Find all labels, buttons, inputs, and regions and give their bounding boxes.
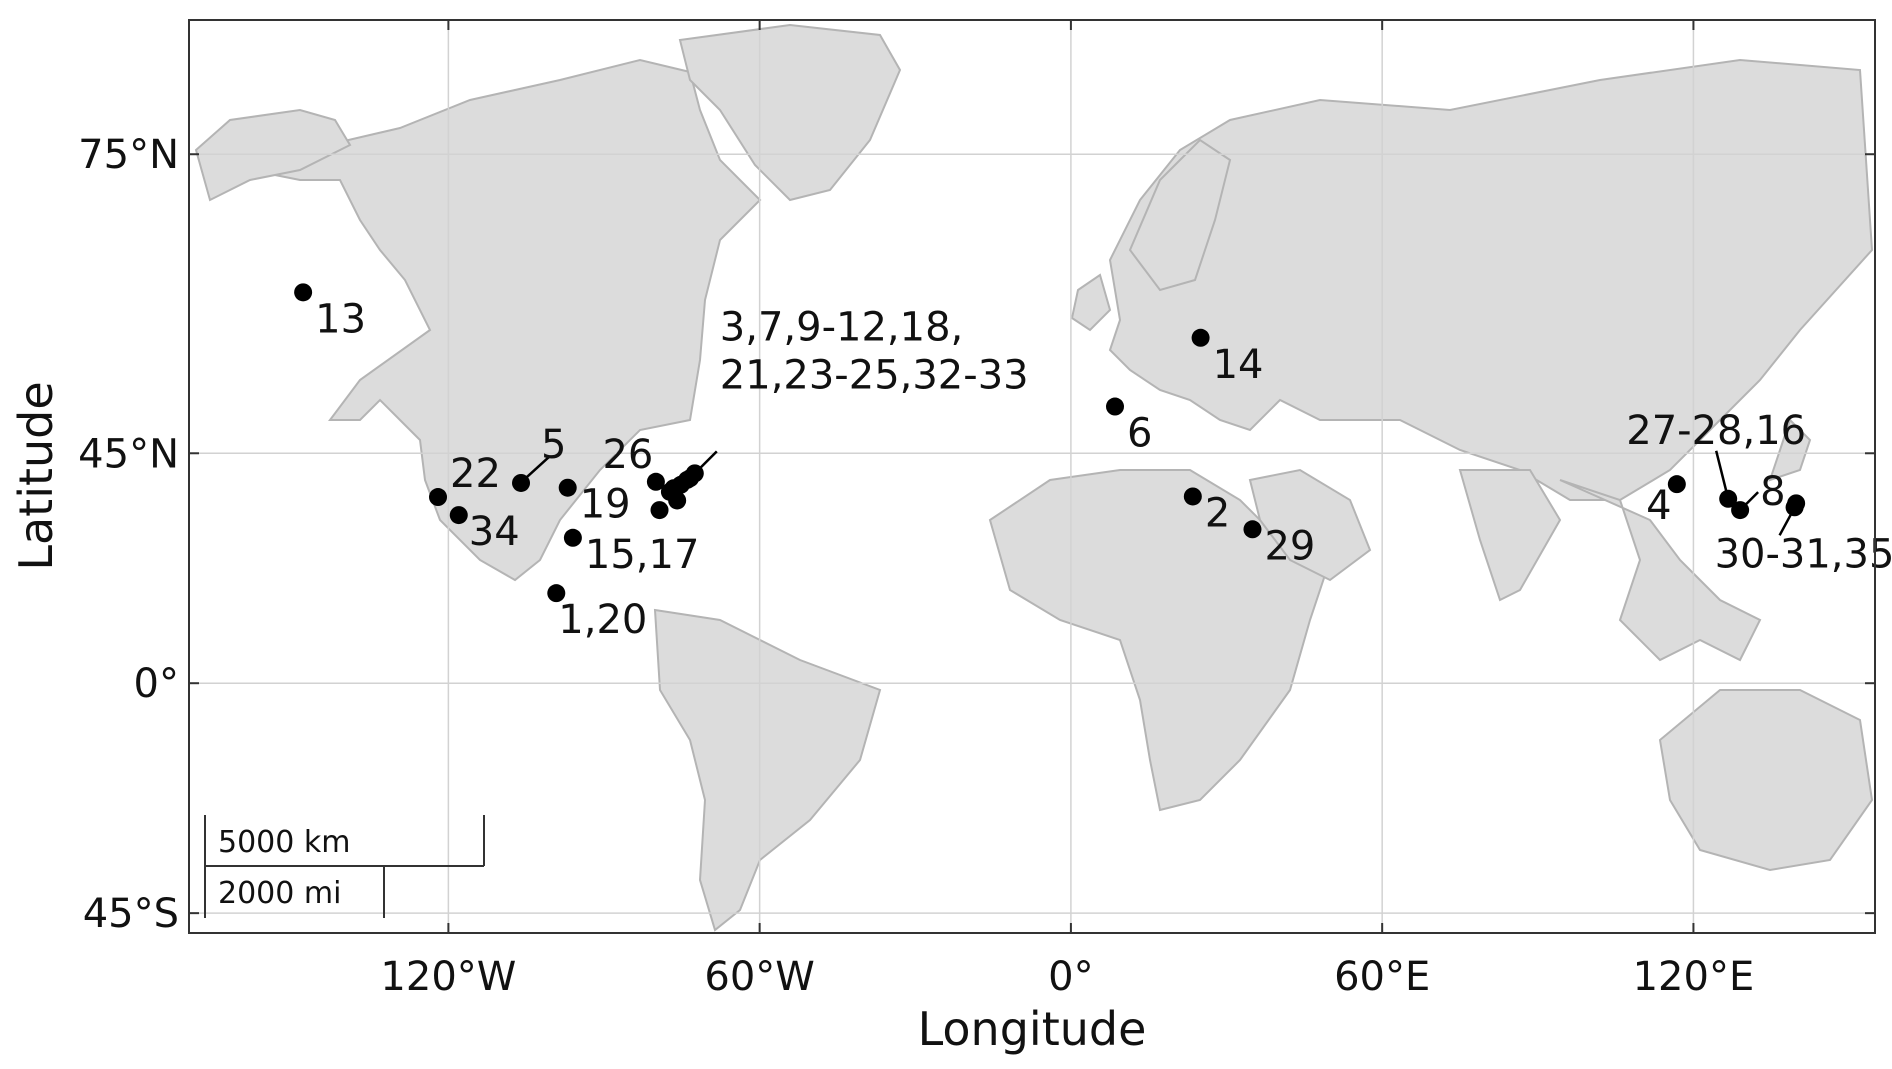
- site-label: 15,17: [585, 532, 700, 578]
- site-label: 4: [1646, 483, 1671, 529]
- site-label-line: 21,23-25,32-33: [720, 352, 1029, 398]
- site-label: 3,7,9-12,18, 21,23-25,32-33: [720, 304, 1029, 398]
- site-marker: [681, 469, 700, 488]
- site-label: 19: [580, 482, 631, 528]
- x-axis-ticks: 120°W 60°W 0° 60°E 120°E: [380, 20, 1754, 1000]
- site-label: 34: [469, 509, 520, 555]
- site-label: 6: [1127, 411, 1152, 457]
- site-label-line: 2: [1205, 490, 1230, 536]
- australia-landmass: [1658, 689, 1874, 872]
- y-axis-ticks: 75°N 45°N 0° 45°S: [78, 132, 1875, 937]
- site-marker: [1191, 328, 1210, 347]
- y-tick-label-1: 45°N: [78, 431, 179, 477]
- site-marker: [646, 472, 665, 491]
- scale-bar-imperial-label: 2000 mi: [218, 876, 341, 911]
- site-label-line: 13: [315, 296, 366, 342]
- x-axis-title: Longitude: [918, 1002, 1147, 1056]
- site-label-line: 6: [1127, 411, 1152, 457]
- site-label-line: 29: [1264, 523, 1315, 569]
- site-label-line: 22: [450, 451, 501, 497]
- land-masses: [194, 23, 1874, 932]
- site-label-line: 5: [541, 422, 566, 468]
- india-landmass: [1458, 469, 1562, 602]
- site-marker: [1243, 520, 1262, 539]
- site-markers: [294, 283, 1806, 603]
- y-tick-label-0: 75°N: [78, 132, 179, 178]
- site-marker: [1106, 397, 1125, 416]
- site-leader-line: [1778, 510, 1794, 536]
- site-labels: 13 14 6 2 29 5 19 22 34 15,17 1,20 26 3,7,9-12,18, 21…: [315, 296, 1892, 643]
- gridlines: [189, 20, 1875, 933]
- site-marker: [429, 488, 448, 507]
- site-label: 30-31,35: [1715, 531, 1892, 577]
- site-label: 13: [315, 296, 366, 342]
- site-label: 8: [1760, 469, 1785, 515]
- site-label-line: 14: [1213, 342, 1264, 388]
- site-marker: [1667, 475, 1686, 494]
- site-marker: [1787, 494, 1806, 513]
- site-marker: [512, 473, 531, 492]
- site-label: 27-28,16: [1626, 408, 1806, 454]
- site-label: 5: [541, 422, 566, 468]
- y-tick-label-2: 0°: [134, 661, 179, 707]
- arabia-landmass: [1248, 468, 1372, 582]
- alaska-landmass: [194, 108, 352, 202]
- site-marker: [547, 584, 566, 603]
- southeast-asia-landmass: [1559, 479, 1762, 662]
- north-america-landmass: [199, 58, 762, 582]
- y-tick-label-3: 45°S: [83, 891, 179, 937]
- site-label-line: 8: [1760, 469, 1785, 515]
- site-label-line: 4: [1646, 483, 1671, 529]
- site-marker: [449, 506, 468, 525]
- y-axis-title: Latitude: [9, 381, 63, 570]
- map-plot-area: 13 14 6 2 29 5 19 22 34 15,17 1,20 26 3,7,9-12,18, 21…: [188, 19, 1892, 934]
- scandinavia-landmass: [1128, 138, 1232, 292]
- site-marker: [563, 528, 582, 547]
- x-tick-label-3: 60°E: [1334, 954, 1430, 1000]
- site-label: 29: [1264, 523, 1315, 569]
- britain-landmass: [1070, 273, 1112, 332]
- scale-bar: 5000 km 2000 mi: [204, 815, 485, 918]
- site-label-line: 26: [602, 432, 653, 478]
- site-label: 22: [450, 451, 501, 497]
- site-marker: [294, 283, 313, 302]
- site-label-line: 27-28,16: [1626, 408, 1806, 454]
- site-leader-line: [526, 456, 550, 478]
- africa-landmass: [988, 469, 1332, 812]
- site-marker: [1719, 489, 1738, 508]
- plot-frame: [188, 19, 1876, 934]
- site-label: 26: [602, 432, 653, 478]
- site-label: 14: [1213, 342, 1264, 388]
- site-label-line: 15,17: [585, 532, 700, 578]
- greenland-landmass: [678, 23, 902, 202]
- south-america-landmass: [653, 608, 882, 932]
- site-label-line: 30-31,35: [1715, 531, 1892, 577]
- site-label-line: 1,20: [558, 597, 647, 643]
- site-marker: [668, 491, 687, 510]
- x-tick-label-1: 60°W: [704, 954, 814, 1000]
- scale-bar-metric-label: 5000 km: [218, 825, 350, 860]
- europe-asia-landmass: [1108, 58, 1874, 501]
- site-label-line: 34: [469, 509, 520, 555]
- site-label: 2: [1205, 490, 1230, 536]
- site-marker: [650, 501, 669, 520]
- x-tick-label-0: 120°W: [380, 954, 516, 1000]
- site-label-line: 19: [580, 482, 631, 528]
- x-tick-label-2: 0°: [1048, 954, 1093, 1000]
- x-tick-label-4: 120°E: [1633, 954, 1755, 1000]
- site-label-line: 3,7,9-12,18,: [720, 304, 963, 350]
- site-marker: [558, 478, 577, 497]
- site-marker: [1731, 501, 1750, 520]
- site-marker: [1183, 487, 1202, 506]
- japan-landmass: [1768, 418, 1812, 482]
- site-label: 1,20: [558, 597, 647, 643]
